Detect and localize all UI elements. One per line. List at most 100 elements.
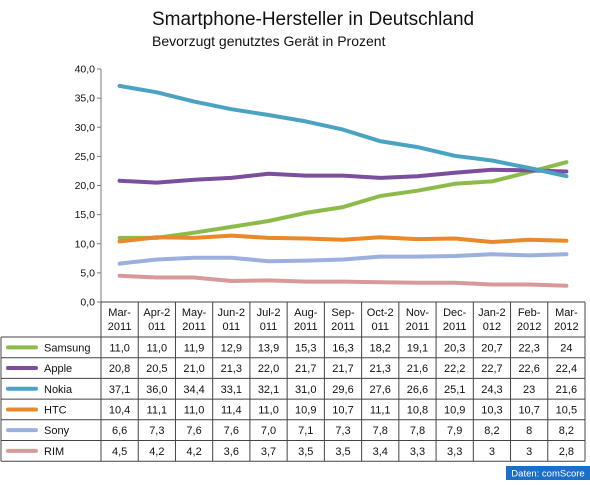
data-label: 22,7 (481, 363, 502, 375)
x-tick-label: 2012 (517, 321, 541, 333)
data-label: 6,6 (112, 425, 127, 437)
x-tick-label: 2011 (108, 321, 132, 333)
series-name-nokia: Nokia (44, 384, 73, 396)
data-label: 3,5 (335, 446, 350, 458)
data-label: 7,0 (261, 425, 276, 437)
data-label: 13,9 (258, 342, 279, 354)
data-label: 24,3 (481, 384, 502, 396)
data-label: 3,6 (224, 446, 239, 458)
data-label: 8 (526, 425, 532, 437)
data-label: 8,2 (559, 425, 574, 437)
data-label: 11,4 (221, 404, 242, 416)
x-tick-label: Feb- (518, 307, 541, 319)
data-label: 11,1 (370, 404, 391, 416)
y-tick-label: 40,0 (75, 64, 96, 76)
data-label: 2,8 (559, 446, 574, 458)
data-label: 20,5 (146, 363, 167, 375)
x-tick-label: 2011 (331, 321, 355, 333)
source-badge (506, 466, 590, 480)
x-tick-label: Jul-2 (257, 307, 281, 319)
data-label: 10,7 (332, 404, 353, 416)
data-label: 7,3 (335, 425, 350, 437)
y-tick-label: 5,0 (80, 267, 95, 279)
data-label: 7,3 (149, 425, 164, 437)
data-label: 25,1 (444, 384, 465, 396)
y-tick-label: 10,0 (75, 238, 96, 250)
series-name-apple: Apple (44, 363, 72, 375)
data-label: 37,1 (109, 384, 130, 396)
data-label: 22,4 (556, 363, 577, 375)
series-line-apple (117, 167, 569, 185)
data-label: 34,4 (183, 384, 204, 396)
data-label: 21,3 (370, 363, 391, 375)
x-tick-label: 2012 (554, 321, 578, 333)
data-label: 10,5 (556, 404, 577, 416)
data-label: 3,4 (373, 446, 388, 458)
series-line-htc (117, 233, 569, 244)
data-label: 4,2 (186, 446, 201, 458)
data-label: 10,3 (481, 404, 502, 416)
x-tick-label: 011 (223, 321, 241, 333)
data-label: 21,0 (183, 363, 204, 375)
data-label: 32,1 (258, 384, 279, 396)
plot-lines (117, 83, 569, 288)
x-tick-label: Jun-2 (218, 307, 246, 319)
data-label: 27,6 (370, 384, 391, 396)
data-label: 10,8 (407, 404, 428, 416)
data-label: 3,3 (447, 446, 462, 458)
series-name-rim: RIM (44, 446, 64, 458)
x-tick-label: 011 (371, 321, 389, 333)
x-tick-label: Jan-2 (478, 307, 506, 319)
data-label: 24 (560, 342, 572, 354)
series-name-samsung: Samsung (44, 342, 90, 354)
data-label: 20,7 (481, 342, 502, 354)
x-tick-label: 011 (260, 321, 278, 333)
data-label: 7,6 (224, 425, 239, 437)
series-line-nokia (117, 83, 569, 179)
series-name-htc: HTC (44, 404, 67, 416)
data-label: 11,9 (184, 342, 205, 354)
x-tick-label: Oct-2 (367, 307, 394, 319)
data-label: 10,7 (518, 404, 539, 416)
data-label: 16,3 (332, 342, 353, 354)
data-label: 33,1 (221, 384, 242, 396)
data-label: 18,2 (370, 342, 391, 354)
x-tick-label: Sep- (331, 307, 355, 319)
data-label: 7,8 (373, 425, 388, 437)
y-tick-label: 0,0 (80, 297, 95, 309)
series-line-samsung (117, 160, 569, 240)
data-label: 21,3 (221, 363, 242, 375)
x-tick-label: Mar- (555, 307, 578, 319)
data-label: 10,9 (295, 404, 316, 416)
data-label: 21,7 (332, 363, 353, 375)
data-label: 11,1 (147, 404, 168, 416)
data-label: 3 (489, 446, 495, 458)
data-label: 22,2 (444, 363, 465, 375)
data-label: 15,3 (295, 342, 316, 354)
chart-subtitle: Bevorzugt genutztes Gerät in Prozent (152, 33, 386, 49)
data-label: 22,6 (518, 363, 539, 375)
data-label: 3,3 (410, 446, 425, 458)
data-label: 3,5 (298, 446, 313, 458)
data-label: 10,9 (444, 404, 465, 416)
x-tick-label: Mar- (108, 307, 131, 319)
data-label: 21,6 (556, 384, 577, 396)
data-label: 7,1 (298, 425, 313, 437)
x-tick-label: Aug- (294, 307, 318, 319)
data-label: 21,7 (295, 363, 316, 375)
series-line-rim (117, 273, 569, 288)
data-label: 19,1 (407, 342, 428, 354)
x-tick-label: 2011 (182, 321, 206, 333)
data-label: 22,3 (518, 342, 539, 354)
data-label: 29,6 (332, 384, 353, 396)
data-label: 7,8 (410, 425, 425, 437)
x-tick-label: 012 (483, 321, 501, 333)
data-label: 11,0 (184, 404, 205, 416)
data-label: 21,6 (407, 363, 428, 375)
y-tick-label: 35,0 (75, 93, 96, 105)
x-tick-label: 2011 (294, 321, 318, 333)
y-tick-label: 30,0 (75, 122, 96, 134)
y-tick-label: 15,0 (75, 209, 96, 221)
x-tick-label: Apr-2 (143, 307, 170, 319)
